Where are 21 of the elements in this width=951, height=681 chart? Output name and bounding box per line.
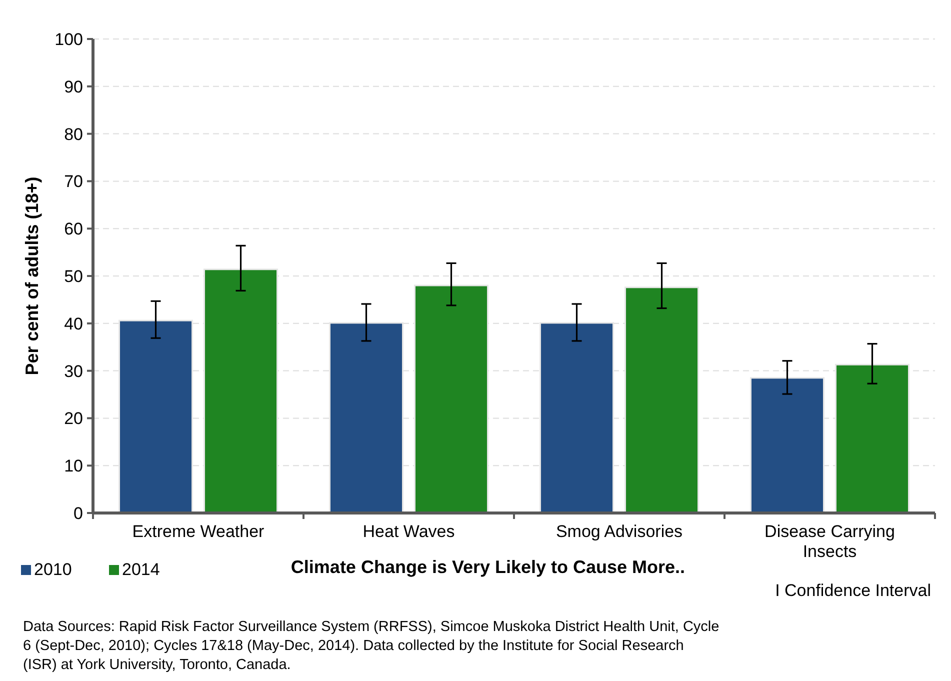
x-tick-label: Disease Carrying Insects xyxy=(764,522,895,561)
y-tick-label: 50 xyxy=(64,266,83,286)
y-tick-label: 80 xyxy=(64,124,83,144)
y-axis-title: Per cent of adults (18+) xyxy=(22,176,42,376)
x-tick-label: Smog Advisories xyxy=(556,522,683,541)
y-tick-label: 90 xyxy=(64,77,83,96)
text: Data Sources: Rapid Risk Factor Surveillance System (RRFSS), Simcoe Muskoka District Health Unit, Cycle 6 (Sept-Dec, 2010); Cycles 17&18 (May-Dec, 2014). Data collected by the Institute for Social Research (ISR) at York University, Toronto, Canada. xyxy=(23,619,720,673)
y-tick-label: 20 xyxy=(64,409,83,428)
x-tick-label: Extreme Weather xyxy=(132,522,265,541)
y-tick-label: 30 xyxy=(64,362,83,381)
y-tick-label: 100 xyxy=(54,30,83,49)
x-axis-title: Climate Change is Very Likely to Cause More.. xyxy=(290,557,686,577)
legend-label: 2010 xyxy=(34,560,72,579)
text: I Confidence Interval xyxy=(775,581,931,600)
y-tick-label: 0 xyxy=(74,504,83,523)
y-tick-label: 60 xyxy=(64,220,83,239)
y-tick-label: 70 xyxy=(64,172,83,192)
y-tick-label: 10 xyxy=(64,456,83,476)
x-tick-label: Heat Waves xyxy=(362,522,455,541)
y-tick-label: 40 xyxy=(64,314,83,334)
legend-label: 2014 xyxy=(122,560,160,579)
